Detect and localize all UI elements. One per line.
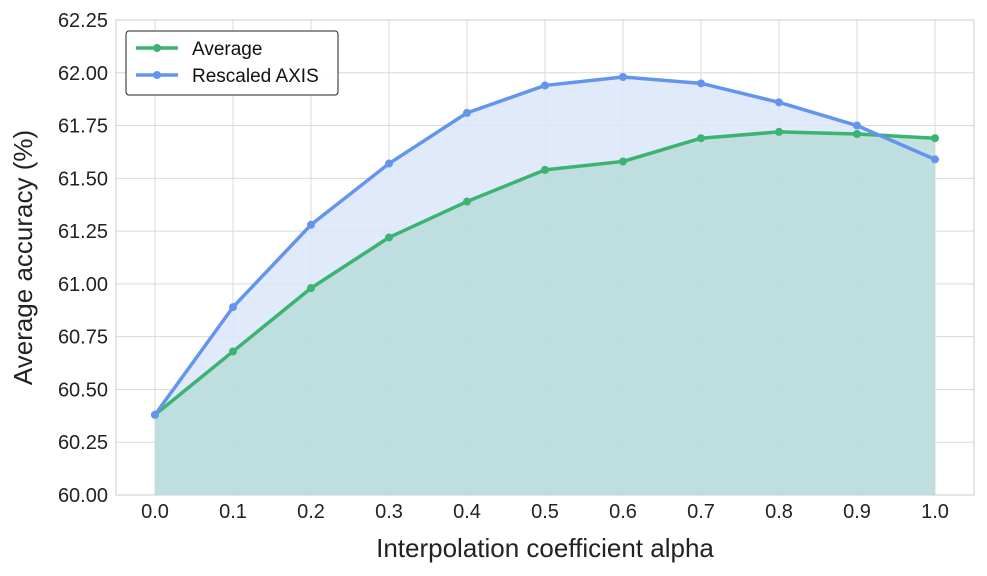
data-point [541,81,549,90]
data-point [697,79,705,88]
data-point [229,347,237,356]
x-tick-label: 0.8 [765,501,793,523]
data-point [307,284,315,293]
y-tick-label: 60.50 [58,379,108,401]
x-tick-label: 0.3 [375,501,403,523]
data-point [307,220,315,229]
series-fills [155,77,935,495]
data-point [931,134,939,143]
y-tick-label: 62.25 [58,10,108,32]
legend-swatch-marker [153,44,161,52]
y-tick-label: 60.25 [58,432,108,454]
data-point [697,134,705,143]
x-tick-label: 0.6 [609,501,637,523]
y-tick-label: 60.75 [58,327,108,349]
x-tick-label: 0.9 [843,501,871,523]
data-point [775,127,783,136]
x-axis-label: Interpolation coefficient alpha [376,533,714,563]
x-tick-label: 0.1 [219,501,247,523]
legend-box [125,30,339,96]
data-point [385,159,393,168]
y-tick-label: 60.00 [58,485,108,507]
x-tick-label: 0.7 [687,501,715,523]
data-point [619,73,627,81]
series-points [151,73,939,419]
data-point [385,233,393,242]
data-point [853,130,861,138]
y-axis-ticks: 60.00 60.25 60.50 60.75 61.00 61.25 61.50 61.75… [58,10,108,507]
x-tick-label: 0.2 [297,501,325,523]
data-point [853,121,861,130]
data-point [775,98,783,107]
y-tick-label: 61.50 [58,168,108,190]
series-fill [155,131,935,495]
x-tick-label: 0.0 [141,501,169,523]
legend-label: Average [192,39,262,60]
y-tick-label: 61.25 [58,221,108,243]
legend-label: Rescaled AXIS [192,66,319,87]
y-tick-label: 61.00 [58,274,108,296]
y-axis-label: Average accuracy (%) [8,130,38,385]
legend: Average Rescaled AXIS [125,30,339,96]
data-point [619,157,627,166]
data-point [931,155,939,164]
y-tick-label: 62.00 [58,63,108,85]
data-point [229,303,237,312]
legend-swatch-marker [153,71,161,79]
x-tick-label: 1.0 [921,501,949,523]
x-tick-label: 0.4 [453,501,481,523]
x-tick-label: 0.5 [531,501,559,523]
x-axis-ticks: 0.0 0.1 0.2 0.3 0.4 0.5 0.6 0.7 0.8 0.9 1.0 [141,501,949,523]
plot-frame [115,19,975,496]
data-point [541,165,549,174]
data-point [463,108,471,117]
y-tick-label: 61.75 [58,116,108,138]
data-point [151,410,159,419]
data-point [463,197,471,206]
